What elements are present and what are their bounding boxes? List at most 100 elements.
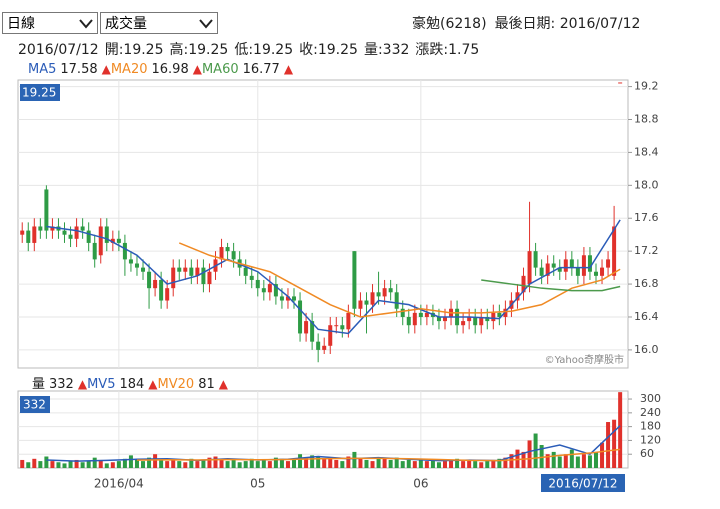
- candle-body: [618, 82, 623, 84]
- candle-body: [62, 230, 67, 235]
- volume-bar: [50, 461, 55, 468]
- indicator-select[interactable]: 成交量: [100, 12, 218, 34]
- candle-body: [110, 238, 115, 243]
- volume-bar: [545, 454, 550, 468]
- volume-bar: [455, 458, 460, 468]
- volume-bar: [213, 456, 218, 468]
- candle-body: [461, 321, 466, 326]
- volume-bar: [298, 454, 303, 468]
- legend-value: 17.58: [60, 62, 98, 77]
- volume-bar: [86, 461, 91, 468]
- candle-body: [298, 300, 303, 334]
- y-tick-label: 17.6: [634, 211, 659, 224]
- candle-body: [322, 345, 327, 350]
- candle-body: [189, 267, 194, 276]
- candle-body: [310, 321, 315, 342]
- candle-body: [394, 292, 399, 309]
- volume-bar: [183, 462, 188, 468]
- volume-bar: [527, 440, 532, 468]
- volume-bar: [322, 458, 327, 468]
- volume-bar: [412, 461, 417, 468]
- volume-bar: [346, 456, 351, 468]
- volume-bar: [557, 456, 562, 468]
- candle-body: [400, 308, 405, 317]
- volume-bar: [467, 459, 472, 468]
- candle-body: [581, 255, 586, 276]
- y-tick-label: 16.8: [634, 277, 659, 290]
- candle-body: [231, 251, 236, 260]
- indicator: 成交量: [105, 16, 147, 32]
- candle-body: [545, 263, 550, 276]
- ma-line: [178, 242, 621, 318]
- candle-body: [134, 263, 139, 268]
- volume-bar: [261, 459, 266, 468]
- price-panel: [17, 79, 629, 369]
- chevron: [79, 19, 93, 29]
- candle-body: [593, 271, 598, 276]
- legend-name: MA60: [201, 62, 239, 77]
- quote-value: 1.75: [448, 42, 480, 58]
- candle-body: [521, 275, 526, 293]
- candle-body: [491, 312, 496, 322]
- volume-bar: [26, 462, 31, 468]
- candle-body: [533, 251, 538, 268]
- volume-bar: [473, 461, 478, 468]
- volume-bar: [334, 459, 339, 468]
- candle-body: [92, 242, 97, 260]
- y-tick-label: 18.0: [634, 178, 659, 191]
- volume-legend: 量 332 ▲MV5 184 ▲MV20 81 ▲: [32, 373, 228, 392]
- legend-value: 16.98: [151, 62, 189, 77]
- quote-value: 19.25: [253, 42, 294, 58]
- price-badge: [20, 84, 60, 101]
- legend-trend: ▲: [192, 62, 202, 76]
- candle-body: [116, 238, 121, 243]
- volume-bar: [159, 458, 164, 468]
- x-tick-label: 05: [250, 477, 265, 491]
- volume-bar: [292, 459, 297, 468]
- volume-bar: [497, 458, 502, 468]
- volume-bar: [581, 454, 586, 468]
- ma-legend: MA5 17.58 ▲MA20 16.98 ▲MA60 16.77 ▲: [28, 62, 293, 77]
- volume-bar: [68, 461, 73, 468]
- legend-trend: ▲: [148, 377, 158, 391]
- volume-trend: ▲: [77, 377, 88, 391]
- legend-value: 81: [198, 377, 215, 392]
- y-tick-label: 180: [640, 420, 661, 433]
- quote-label: 漲跌:: [415, 42, 449, 58]
- candle-body: [370, 292, 375, 305]
- volume-bar: [400, 461, 405, 468]
- candle-body: [32, 226, 37, 243]
- volume-bar: [364, 459, 369, 468]
- volume-bar: [358, 458, 363, 468]
- volume-bar: [600, 442, 605, 468]
- volume-bar: [430, 459, 435, 468]
- date-badge-text: 2016/07/12: [548, 477, 617, 491]
- volume-bar: [376, 457, 381, 468]
- volume-bar: [491, 459, 496, 468]
- volume-bar: [521, 451, 526, 468]
- y-tick-label: 16.0: [634, 343, 659, 356]
- chevron: [199, 19, 213, 29]
- candle-body: [352, 251, 357, 309]
- candle-body: [195, 267, 200, 276]
- candle-body: [557, 267, 562, 272]
- period-select[interactable]: 日線: [2, 12, 98, 34]
- candle-body: [122, 242, 127, 260]
- candle-body: [406, 316, 411, 326]
- quote-label: 收:: [299, 42, 318, 58]
- candle-body: [86, 230, 91, 243]
- volume-bar: [279, 458, 284, 468]
- candle-body: [68, 234, 73, 239]
- quote-label: 高:: [169, 42, 189, 58]
- volume-bar: [316, 456, 321, 468]
- volume-bar: [116, 461, 121, 468]
- candle-body: [273, 284, 278, 297]
- candle-body: [340, 325, 345, 330]
- x-tick-label: 06: [413, 477, 428, 491]
- legend-value: 184: [119, 377, 145, 392]
- y-tick-label: 240: [640, 406, 661, 419]
- candle-body: [575, 267, 580, 276]
- candle-body: [334, 325, 339, 327]
